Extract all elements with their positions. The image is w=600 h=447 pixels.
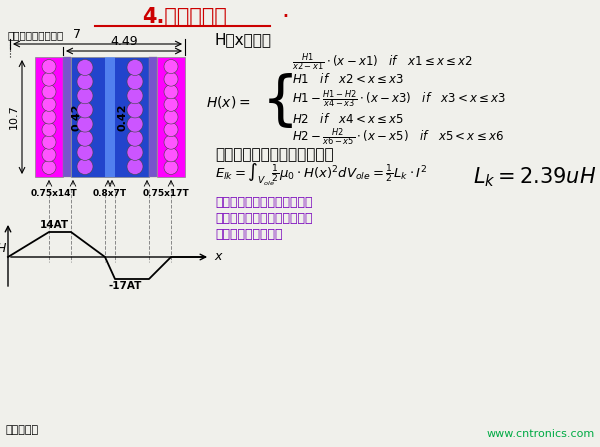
- Circle shape: [164, 97, 178, 111]
- Circle shape: [77, 102, 93, 118]
- Text: $H2\quad if\quad x4<x\leq x5$: $H2\quad if\quad x4<x\leq x5$: [292, 112, 404, 126]
- Text: 线包截面及相对尺寸: 线包截面及相对尺寸: [7, 30, 63, 40]
- Text: ·: ·: [281, 5, 289, 29]
- Circle shape: [164, 72, 178, 86]
- Circle shape: [127, 59, 143, 76]
- Text: 0.8x7T: 0.8x7T: [93, 189, 127, 198]
- Bar: [149, 57, 157, 177]
- Text: 4.49: 4.49: [110, 35, 138, 48]
- Circle shape: [77, 88, 93, 104]
- Circle shape: [77, 130, 93, 146]
- Bar: [157, 57, 185, 177]
- Circle shape: [42, 85, 56, 99]
- Bar: [35, 57, 63, 177]
- Text: $L_k=2.39uH$: $L_k=2.39uH$: [473, 165, 596, 189]
- Text: $H1\quad if\quad x2<x\leq x3$: $H1\quad if\quad x2<x\leq x3$: [292, 72, 404, 86]
- Bar: [105, 57, 115, 177]
- Circle shape: [164, 110, 178, 124]
- Circle shape: [127, 130, 143, 146]
- Circle shape: [127, 116, 143, 132]
- Circle shape: [42, 122, 56, 137]
- Text: 0.75x14T: 0.75x14T: [31, 189, 77, 198]
- Circle shape: [164, 148, 178, 162]
- Bar: [63, 57, 71, 177]
- Circle shape: [164, 135, 178, 149]
- Text: 0.42: 0.42: [117, 103, 127, 131]
- Circle shape: [77, 116, 93, 132]
- Text: H: H: [0, 243, 6, 256]
- Circle shape: [42, 135, 56, 149]
- Text: www.cntronics.com: www.cntronics.com: [487, 429, 595, 439]
- Circle shape: [127, 102, 143, 118]
- Circle shape: [42, 160, 56, 174]
- Text: H对x的函数: H对x的函数: [215, 33, 272, 47]
- Circle shape: [127, 159, 143, 174]
- Circle shape: [77, 144, 93, 160]
- Circle shape: [77, 159, 93, 174]
- Circle shape: [127, 144, 143, 160]
- Circle shape: [42, 97, 56, 111]
- Bar: [71, 57, 149, 177]
- Circle shape: [127, 88, 143, 104]
- Circle shape: [42, 59, 56, 74]
- Circle shape: [164, 85, 178, 99]
- Circle shape: [42, 72, 56, 86]
- Text: 计算出来的结果并不能代表实: 计算出来的结果并不能代表实: [215, 195, 313, 208]
- Text: 7: 7: [74, 28, 82, 41]
- Text: 14AT: 14AT: [40, 220, 68, 230]
- Circle shape: [77, 59, 93, 76]
- Circle shape: [77, 74, 93, 90]
- Text: {: {: [262, 73, 299, 131]
- Text: x: x: [214, 250, 221, 263]
- Text: $H1-\frac{H1-H2}{x4-x3}\cdot(x-x3)\quad if\quad x3<x\leq x3$: $H1-\frac{H1-H2}{x4-x3}\cdot(x-x3)\quad …: [292, 88, 506, 110]
- Text: -17AT: -17AT: [109, 281, 142, 291]
- Text: 绕组结构的漏感大小: 绕组结构的漏感大小: [215, 228, 283, 240]
- Text: $E_{lk}=\int_{V_{ole}}\!\frac{1}{2}\mu_0\cdot H(x)^2dV_{ole}=\frac{1}{2}L_k\cdot: $E_{lk}=\int_{V_{ole}}\!\frac{1}{2}\mu_0…: [215, 162, 428, 188]
- Text: $H(x)=$: $H(x)=$: [206, 94, 250, 110]
- Circle shape: [164, 122, 178, 137]
- Text: 4.漏感的估算: 4.漏感的估算: [143, 7, 227, 27]
- Circle shape: [164, 160, 178, 174]
- Text: 0.42: 0.42: [71, 103, 81, 131]
- Text: 漏感能量与电感之间的关系：: 漏感能量与电感之间的关系：: [215, 148, 334, 163]
- Text: $H2-\frac{H2}{x6-x5}\cdot(x-x5)\quad if\quad x5<x\leq x6$: $H2-\frac{H2}{x6-x5}\cdot(x-x5)\quad if\…: [292, 126, 504, 148]
- Circle shape: [42, 148, 56, 162]
- Text: $\frac{H1}{x2-x1}\cdot(x-x1)\quad if\quad x1\leq x\leq x2$: $\frac{H1}{x2-x1}\cdot(x-x1)\quad if\qua…: [292, 51, 473, 73]
- Text: 磁心对称轴: 磁心对称轴: [5, 425, 38, 435]
- Text: 际的结果，但可以对比不同的: 际的结果，但可以对比不同的: [215, 211, 313, 224]
- Text: 10.7: 10.7: [9, 105, 19, 129]
- Text: 0.75x17T: 0.75x17T: [143, 189, 190, 198]
- Circle shape: [42, 110, 56, 124]
- Circle shape: [127, 74, 143, 90]
- Circle shape: [164, 59, 178, 74]
